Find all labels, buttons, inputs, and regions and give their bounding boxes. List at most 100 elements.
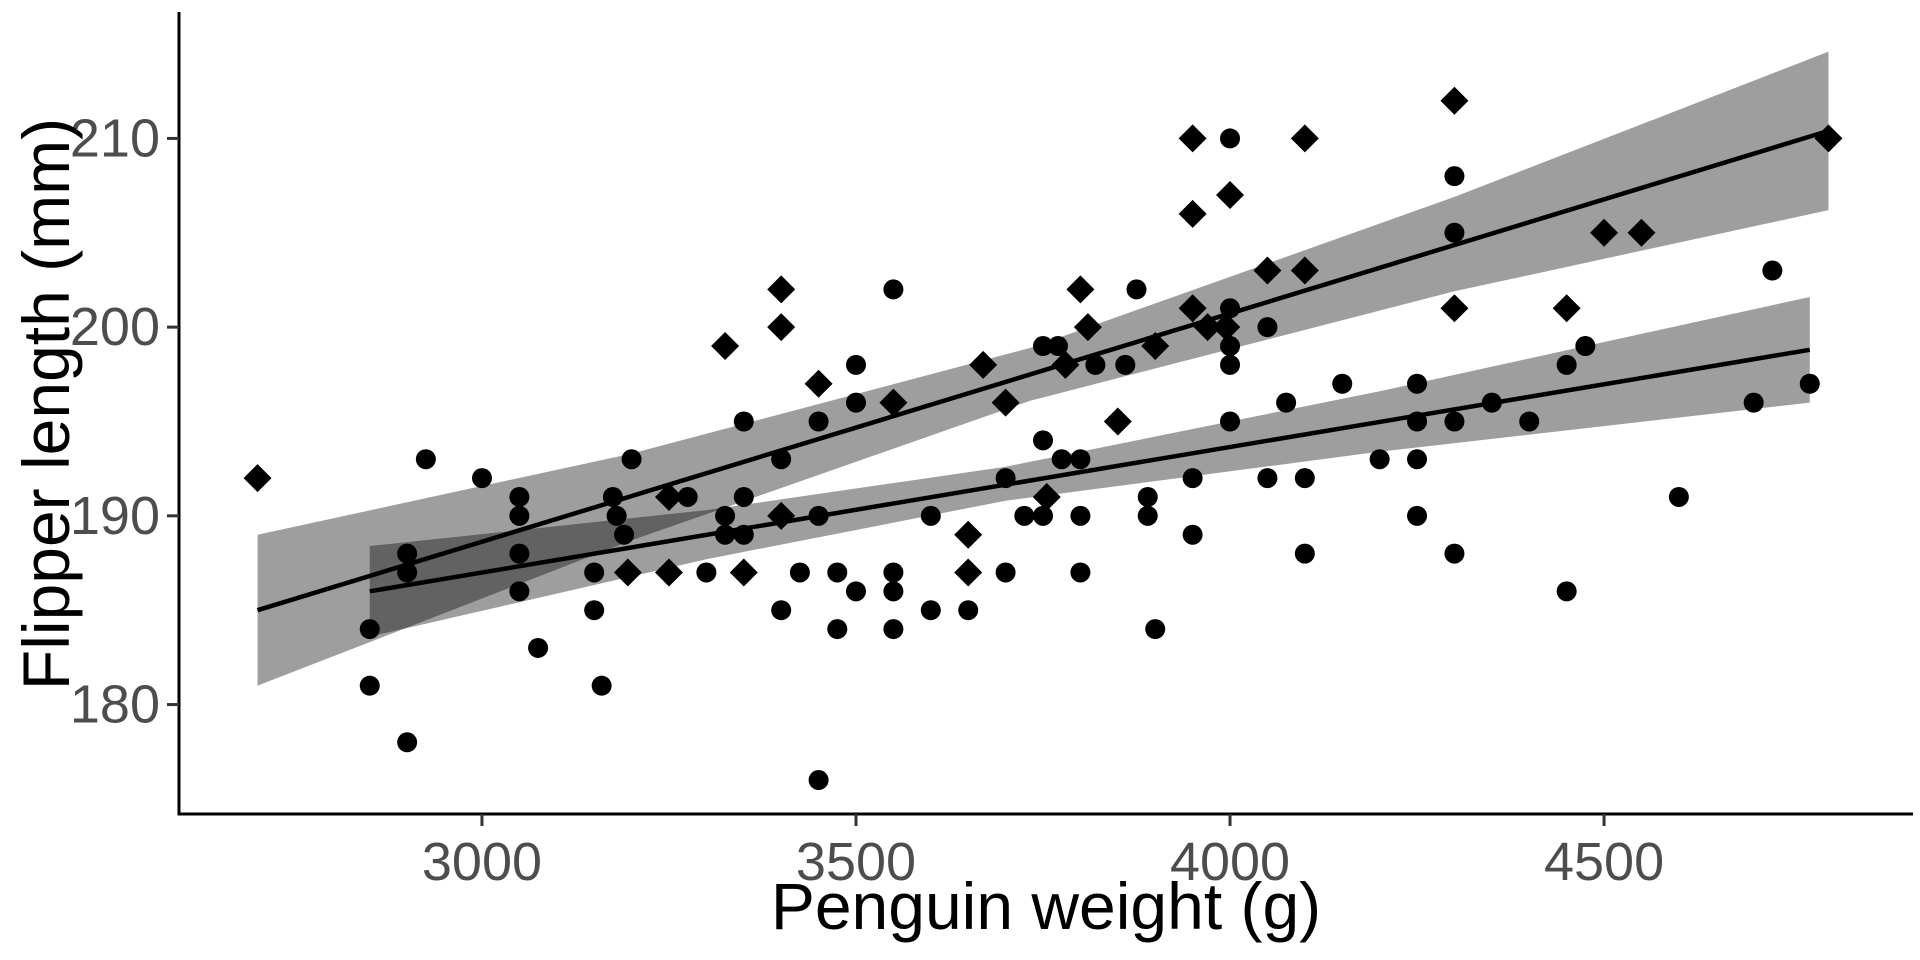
data-point-circle — [1220, 411, 1241, 432]
data-point-circle — [677, 486, 698, 507]
data-point-circle — [733, 411, 754, 432]
data-point-circle — [1668, 486, 1689, 507]
data-point-circle — [1220, 354, 1241, 375]
data-point-circle — [1257, 468, 1278, 489]
data-point-diamond — [1178, 199, 1207, 228]
data-point-diamond — [1814, 124, 1843, 153]
data-point-circle — [397, 543, 418, 564]
data-point-circle — [789, 562, 810, 583]
data-point-circle — [1444, 543, 1465, 564]
data-point-circle — [1014, 505, 1035, 526]
data-point-diamond — [1032, 482, 1061, 511]
data-point-diamond — [804, 369, 833, 398]
data-point-circle — [883, 279, 904, 300]
data-point-diamond — [243, 464, 272, 493]
data-point-circle — [1444, 166, 1465, 187]
data-point-circle — [845, 354, 866, 375]
data-point-circle — [771, 449, 792, 470]
data-point-circle — [883, 562, 904, 583]
data-point-circle — [1033, 430, 1054, 451]
data-point-diamond — [1216, 181, 1245, 210]
data-point-circle — [1369, 449, 1390, 470]
data-point-circle — [359, 619, 380, 640]
data-point-circle — [509, 505, 530, 526]
data-point-circle — [845, 392, 866, 413]
data-point-circle — [584, 600, 605, 621]
data-point-circle — [415, 449, 436, 470]
data-point-diamond — [1440, 86, 1469, 115]
data-point-circle — [1033, 505, 1054, 526]
data-point-circle — [1257, 317, 1278, 338]
data-point-circle — [1051, 449, 1072, 470]
data-point-circle — [1047, 336, 1068, 357]
data-point-circle — [1743, 392, 1764, 413]
data-point-circle — [995, 562, 1016, 583]
data-point-diamond — [1290, 256, 1319, 285]
x-axis-title: Penguin weight (g) — [771, 869, 1321, 943]
data-point-circle — [1556, 581, 1577, 602]
data-point-circle — [1407, 505, 1428, 526]
tick-labels: 3000 3500 4000 4500 180 190 200 210 — [70, 108, 1664, 892]
data-point-diamond — [954, 520, 983, 549]
regression-line-series-diamond — [256, 128, 1830, 613]
data-point-circle — [808, 505, 829, 526]
data-point-diamond — [1103, 407, 1132, 436]
data-point-circle — [696, 562, 717, 583]
data-point-diamond — [991, 388, 1020, 417]
data-point-circle — [808, 770, 829, 791]
data-point-diamond — [729, 558, 758, 587]
y-tick-label: 210 — [70, 108, 160, 168]
data-point-diamond — [1552, 294, 1581, 323]
data-point-diamond — [1193, 313, 1222, 342]
data-point-circle — [1070, 505, 1091, 526]
data-point-circle — [733, 524, 754, 545]
regression-line-series-circle — [369, 347, 1811, 594]
data-point-diamond — [767, 275, 796, 304]
regression-lines — [256, 128, 1830, 613]
data-point-circle — [1799, 373, 1820, 394]
data-point-circle — [1085, 354, 1106, 375]
data-point-circle — [1276, 392, 1297, 413]
data-point-diamond — [613, 558, 642, 587]
data-point-diamond — [1073, 313, 1102, 342]
data-point-circle — [1575, 336, 1596, 357]
data-point-diamond — [879, 388, 908, 417]
data-point-circle — [1556, 354, 1577, 375]
data-point-circle — [1444, 222, 1465, 243]
data-point-circle — [1444, 411, 1465, 432]
data-point-diamond — [654, 482, 683, 511]
data-point-circle — [1137, 486, 1158, 507]
data-point-circle — [845, 581, 866, 602]
axes — [167, 12, 1913, 826]
data-point-circle — [1332, 373, 1353, 394]
x-tick-label: 4000 — [1170, 832, 1290, 892]
data-point-diamond — [1440, 294, 1469, 323]
x-tick-label: 4500 — [1544, 832, 1664, 892]
data-point-diamond — [1212, 313, 1241, 342]
data-point-circle — [920, 600, 941, 621]
data-point-diamond — [1051, 350, 1080, 379]
data-point-circle — [827, 562, 848, 583]
data-point-circle — [1070, 562, 1091, 583]
data-point-diamond — [1590, 218, 1619, 247]
data-point-circle — [733, 486, 754, 507]
ci-band-series-circle — [369, 296, 1810, 637]
data-point-circle — [1137, 505, 1158, 526]
data-point-diamond — [654, 558, 683, 587]
x-tick-label: 3500 — [796, 832, 916, 892]
data-point-circle — [883, 581, 904, 602]
data-point-circle — [528, 637, 549, 658]
data-point-circle — [1407, 373, 1428, 394]
data-point-circle — [808, 411, 829, 432]
data-point-circle — [1033, 336, 1054, 357]
data-point-circle — [606, 505, 627, 526]
data-point-circle — [509, 486, 530, 507]
data-point-diamond — [954, 558, 983, 587]
data-point-circle — [509, 543, 530, 564]
data-point-diamond — [767, 313, 796, 342]
data-point-diamond — [1290, 124, 1319, 153]
data-point-diamond — [969, 350, 998, 379]
data-point-circle — [1126, 279, 1147, 300]
